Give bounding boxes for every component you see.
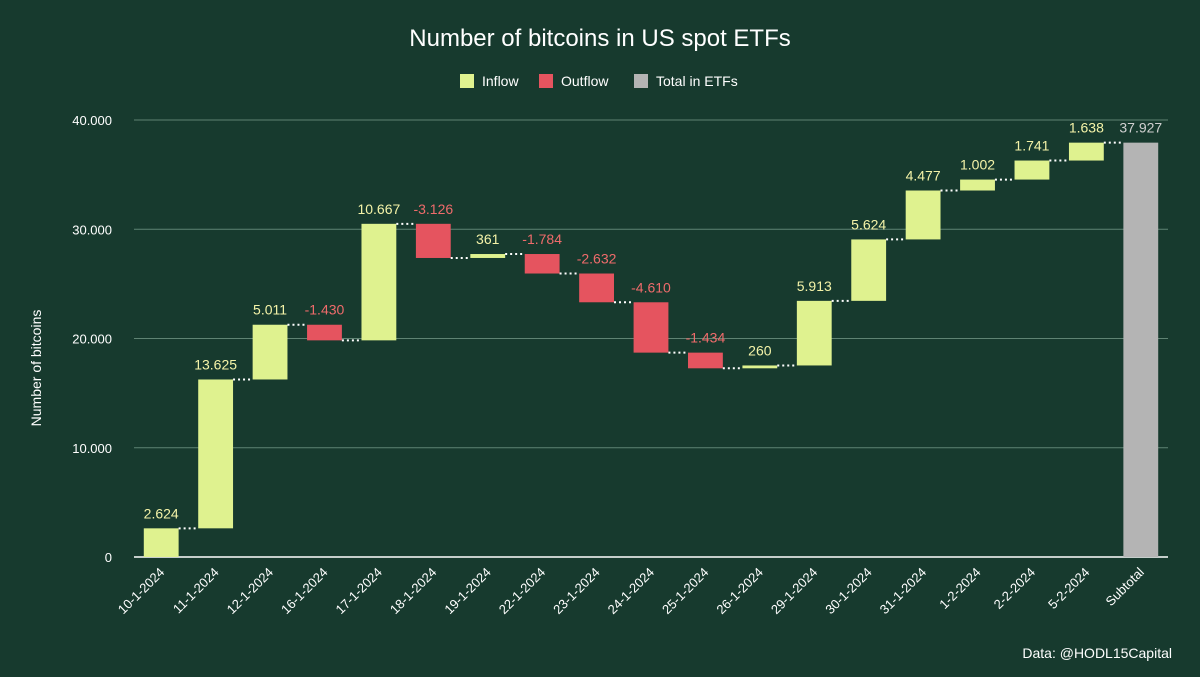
data-label-1-2-2024: 1.002 (960, 157, 995, 173)
source-note: Data: @HODL15Capital (1022, 645, 1172, 661)
data-label-Subtotal: 37.927 (1119, 120, 1162, 136)
legend-swatch-0 (460, 74, 474, 88)
bar-25-1-2024 (688, 352, 723, 369)
x-tick-label: 31-1-2024 (877, 565, 930, 618)
bar-5-2-2024 (1068, 142, 1104, 161)
y-tick-label: 0 (105, 550, 112, 565)
data-label-29-1-2024: 5.913 (797, 278, 832, 294)
x-tick-label: Subtotal (1103, 564, 1147, 608)
x-tick-label: 29-1-2024 (768, 565, 821, 618)
data-label-30-1-2024: 5.624 (851, 216, 886, 232)
bar-18-1-2024 (415, 223, 451, 258)
data-label-2-2-2024: 1.741 (1014, 138, 1049, 154)
data-label-12-1-2024: 5.011 (253, 302, 287, 318)
data-label-11-1-2024: 13.625 (194, 356, 237, 372)
y-tick-label: 20.000 (72, 332, 112, 347)
legend-swatch-1 (539, 74, 553, 88)
x-tick-label: 24-1-2024 (605, 565, 658, 618)
legend-label-1: Outflow (561, 73, 609, 89)
x-tick-label: 19-1-2024 (441, 565, 494, 618)
bar-19-1-2024 (470, 254, 506, 258)
bar-17-1-2024 (361, 223, 397, 341)
data-label-22-1-2024: -1.784 (522, 231, 562, 247)
bar-23-1-2024 (579, 273, 614, 303)
bar-24-1-2024 (633, 302, 669, 353)
data-label-10-1-2024: 2.624 (144, 505, 179, 521)
bar-Subtotal (1123, 142, 1159, 557)
bar-12-1-2024 (252, 324, 288, 380)
x-axis: 10-1-2024 11-1-2024 12-1-2024 16-1-2024 17-1… (115, 564, 1147, 617)
data-label-25-1-2024: -1.434 (686, 330, 726, 346)
x-tick-label: 23-1-2024 (550, 565, 603, 618)
bar-29-1-2024 (796, 300, 832, 366)
bar-16-1-2024 (307, 324, 342, 341)
y-tick-label: 40.000 (72, 113, 112, 128)
data-label-26-1-2024: 260 (748, 342, 772, 358)
connectors (178, 141, 1124, 530)
x-tick-label: 22-1-2024 (496, 565, 549, 618)
y-tick-label: 10.000 (72, 441, 112, 456)
bar-2-2-2024 (1014, 160, 1050, 180)
data-label-19-1-2024: 361 (476, 231, 500, 247)
bars (143, 142, 1159, 557)
data-label-16-1-2024: -1.430 (305, 302, 345, 318)
x-tick-label: 25-1-2024 (659, 565, 712, 618)
legend-swatch-2 (634, 74, 648, 88)
legend: Inflow Outflow Total in ETFs (460, 73, 738, 89)
bar-1-2-2024 (960, 179, 995, 191)
bar-22-1-2024 (524, 254, 560, 274)
x-tick-label: 16-1-2024 (278, 565, 331, 618)
bar-26-1-2024 (742, 365, 778, 369)
x-tick-label: 30-1-2024 (822, 565, 875, 618)
x-tick-label: 12-1-2024 (224, 565, 277, 618)
bar-11-1-2024 (198, 379, 234, 529)
bar-30-1-2024 (851, 239, 887, 301)
data-labels: 2.624 13.625 5.011 -1.430 10.667 -3.126 361 -1.… (144, 120, 1163, 522)
y-axis: 0 10.000 20.000 30.000 40.000 (72, 113, 112, 565)
x-tick-label: 18-1-2024 (387, 565, 440, 618)
data-label-31-1-2024: 4.477 (906, 168, 941, 184)
x-tick-label: 1-2-2024 (936, 565, 983, 612)
data-label-18-1-2024: -3.126 (413, 201, 453, 217)
legend-label-2: Total in ETFs (656, 73, 738, 89)
chart-title: Number of bitcoins in US spot ETFs (409, 25, 790, 52)
data-label-5-2-2024: 1.638 (1069, 120, 1104, 136)
y-tick-label: 30.000 (72, 222, 112, 237)
x-tick-label: 11-1-2024 (170, 565, 222, 617)
legend-label-0: Inflow (482, 73, 519, 89)
x-tick-label: 5-2-2024 (1045, 565, 1092, 612)
bar-31-1-2024 (905, 190, 941, 240)
x-tick-label: 26-1-2024 (713, 565, 766, 618)
data-label-23-1-2024: -2.632 (577, 251, 617, 267)
data-label-24-1-2024: -4.610 (631, 279, 671, 295)
bar-10-1-2024 (143, 528, 179, 557)
x-tick-label: 17-1-2024 (332, 565, 385, 618)
x-tick-label: 2-2-2024 (991, 565, 1038, 612)
x-tick-label: 10-1-2024 (115, 565, 168, 618)
y-axis-label: Number of bitcoins (28, 310, 44, 427)
data-label-17-1-2024: 10.667 (357, 201, 400, 217)
